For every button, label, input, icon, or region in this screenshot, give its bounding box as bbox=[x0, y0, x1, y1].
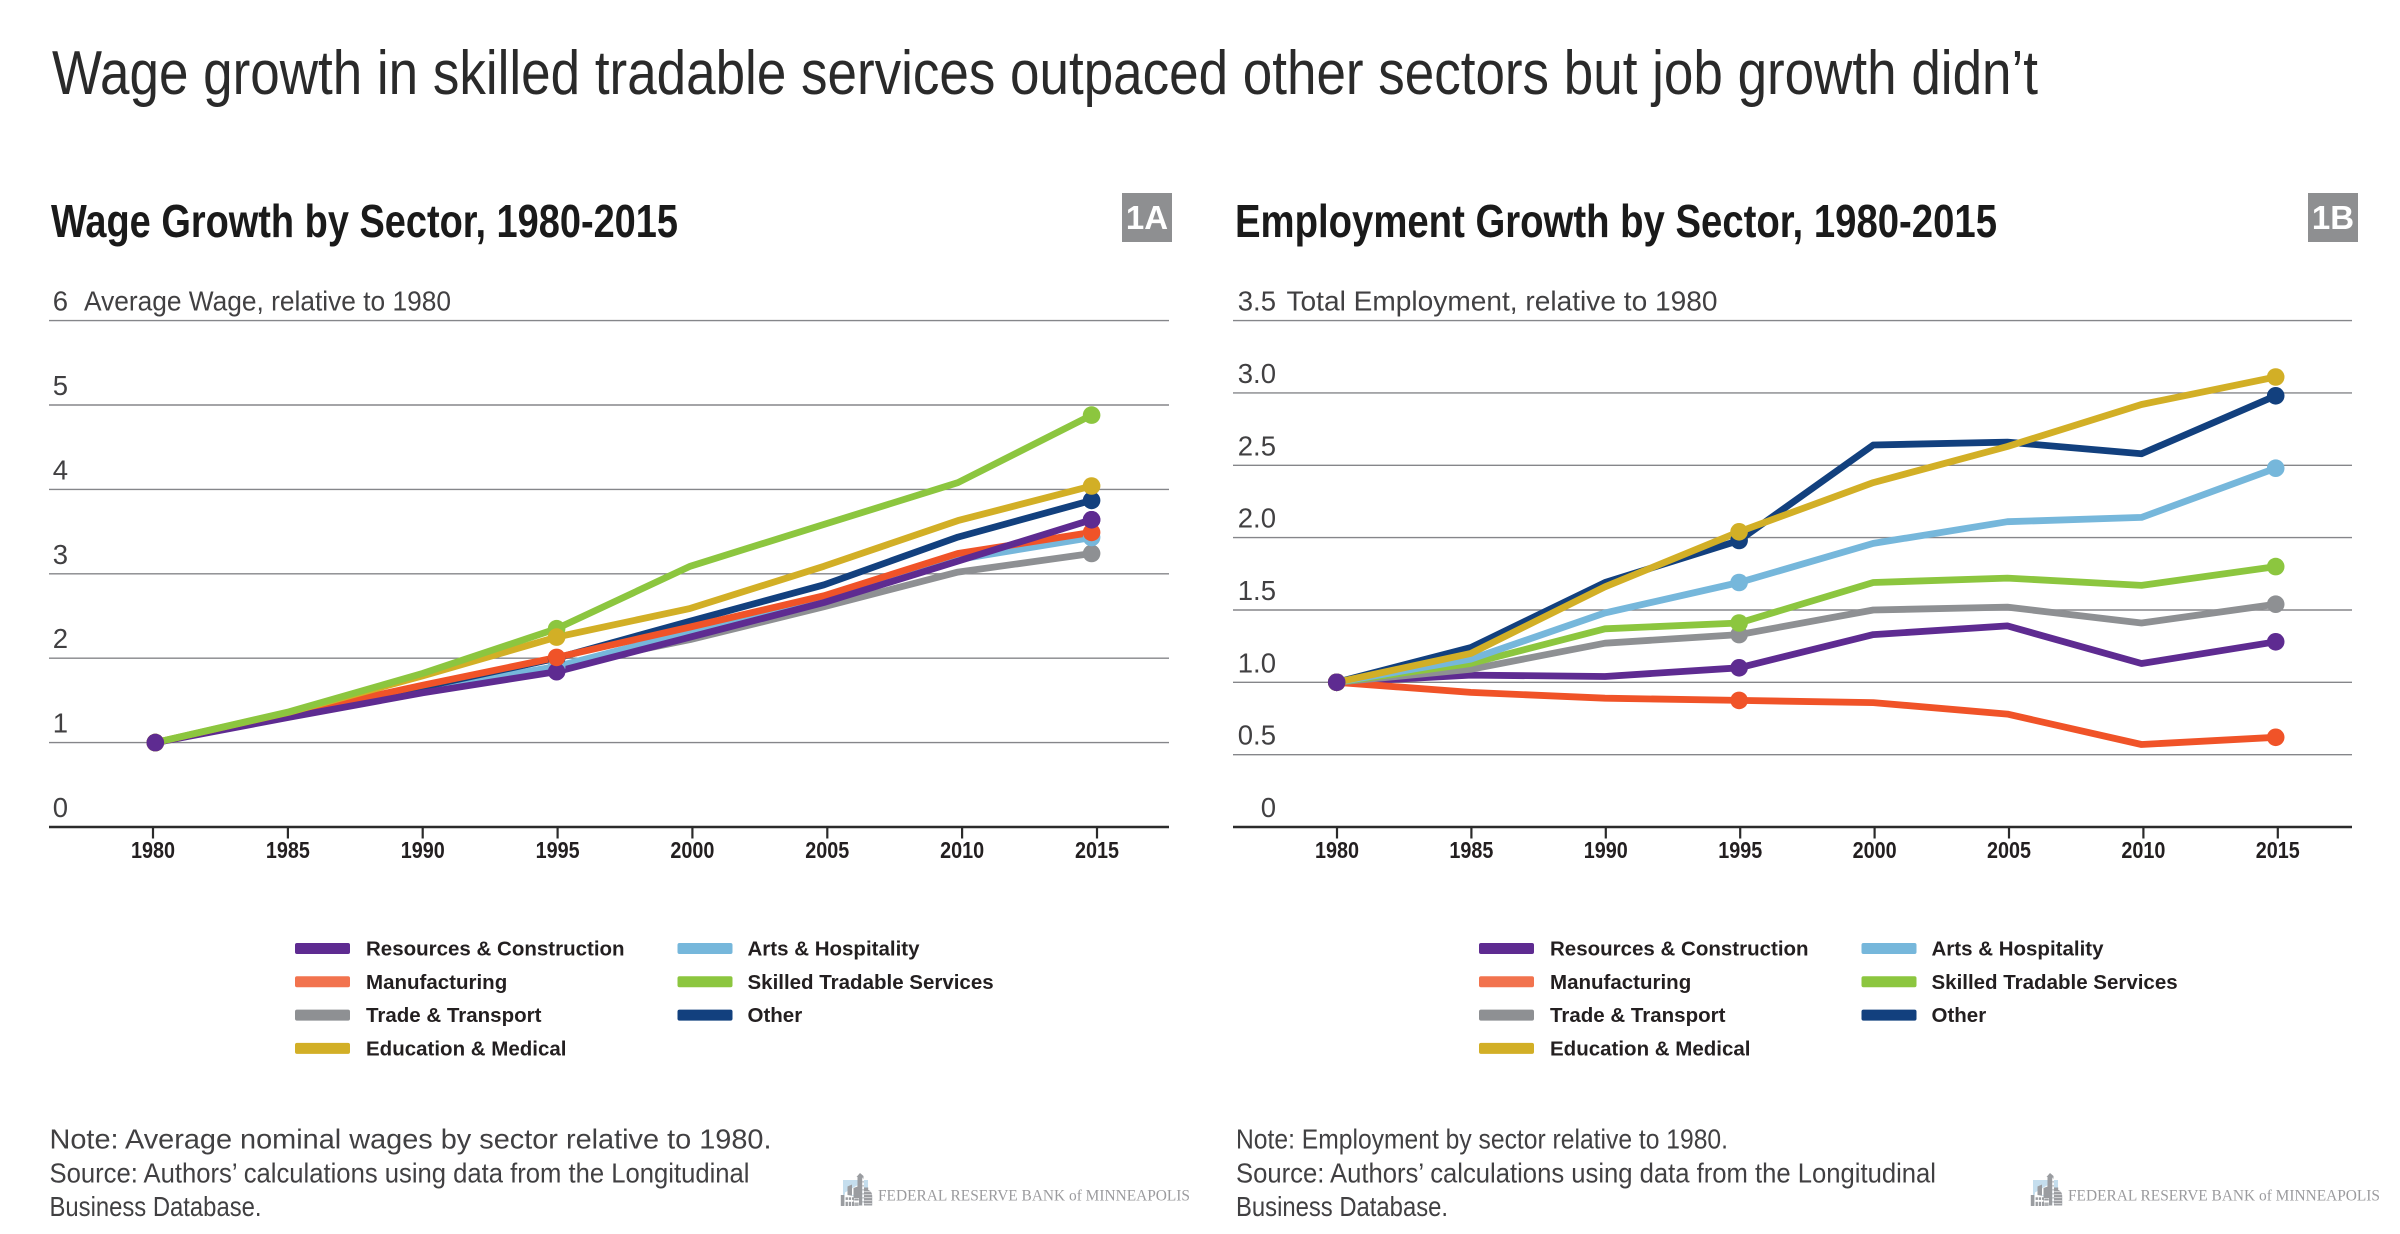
svg-text:6: 6 bbox=[53, 286, 68, 317]
svg-text:2.5: 2.5 bbox=[1238, 430, 1276, 461]
svg-text:Other: Other bbox=[748, 1004, 803, 1027]
svg-text:2010: 2010 bbox=[2121, 837, 2165, 863]
svg-text:1.0: 1.0 bbox=[1238, 647, 1276, 678]
svg-text:5: 5 bbox=[53, 370, 68, 401]
svg-text:2000: 2000 bbox=[670, 837, 714, 863]
svg-text:Resources & Construction: Resources & Construction bbox=[1550, 938, 1809, 961]
svg-text:3: 3 bbox=[53, 539, 68, 570]
svg-text:1995: 1995 bbox=[1718, 837, 1762, 863]
svg-text:1: 1 bbox=[53, 708, 68, 739]
svg-text:Business Database.: Business Database. bbox=[50, 1191, 262, 1222]
svg-text:1985: 1985 bbox=[1449, 837, 1493, 863]
svg-text:Total Employment, relative to: Total Employment, relative to 1980 bbox=[1287, 286, 1718, 317]
svg-text:Arts & Hospitality: Arts & Hospitality bbox=[1932, 938, 2105, 961]
svg-text:1A: 1A bbox=[1126, 199, 1168, 236]
svg-text:Trade & Transport: Trade & Transport bbox=[1550, 1004, 1726, 1027]
svg-text:Resources & Construction: Resources & Construction bbox=[366, 938, 625, 961]
svg-text:2015: 2015 bbox=[2256, 837, 2300, 863]
svg-text:4: 4 bbox=[53, 454, 68, 485]
svg-text:Average Wage, relative to 1980: Average Wage, relative to 1980 bbox=[84, 286, 451, 317]
svg-text:Wage Growth by Sector, 1980-20: Wage Growth by Sector, 1980-2015 bbox=[51, 195, 678, 247]
svg-text:Employment Growth by Sector, 1: Employment Growth by Sector, 1980-2015 bbox=[1235, 195, 1997, 247]
svg-text:1995: 1995 bbox=[536, 837, 580, 863]
svg-text:Wage growth in skilled tradabl: Wage growth in skilled tradable services… bbox=[52, 39, 2038, 108]
svg-text:Manufacturing: Manufacturing bbox=[1550, 971, 1691, 994]
svg-text:Skilled Tradable Services: Skilled Tradable Services bbox=[748, 971, 994, 994]
svg-text:1980: 1980 bbox=[131, 837, 175, 863]
svg-text:Education & Medical: Education & Medical bbox=[366, 1037, 566, 1060]
svg-text:3.0: 3.0 bbox=[1238, 358, 1276, 389]
svg-text:2.0: 2.0 bbox=[1238, 503, 1276, 534]
svg-text:Arts & Hospitality: Arts & Hospitality bbox=[748, 938, 921, 961]
svg-text:2005: 2005 bbox=[1987, 837, 2031, 863]
svg-text:2010: 2010 bbox=[940, 837, 984, 863]
svg-text:1980: 1980 bbox=[1315, 837, 1359, 863]
svg-text:Business Database.: Business Database. bbox=[1236, 1191, 1448, 1222]
svg-text:Note: Average nominal wages by: Note: Average nominal wages by sector re… bbox=[50, 1124, 772, 1155]
svg-text:2: 2 bbox=[53, 623, 68, 654]
svg-text:0: 0 bbox=[53, 792, 68, 823]
svg-text:FEDERAL RESERVE BANK of MINNEA: FEDERAL RESERVE BANK of MINNEAPOLIS bbox=[2068, 1188, 2380, 1205]
svg-text:Manufacturing: Manufacturing bbox=[366, 971, 507, 994]
svg-text:0: 0 bbox=[1261, 792, 1276, 823]
svg-text:FEDERAL RESERVE BANK of MINNEA: FEDERAL RESERVE BANK of MINNEAPOLIS bbox=[878, 1188, 1190, 1205]
svg-text:Trade & Transport: Trade & Transport bbox=[366, 1004, 542, 1027]
svg-text:2015: 2015 bbox=[1075, 837, 1119, 863]
svg-text:2000: 2000 bbox=[1853, 837, 1897, 863]
svg-text:1990: 1990 bbox=[401, 837, 445, 863]
svg-text:Other: Other bbox=[1932, 1004, 1987, 1027]
svg-text:1990: 1990 bbox=[1584, 837, 1628, 863]
svg-text:Education & Medical: Education & Medical bbox=[1550, 1037, 1750, 1060]
svg-text:Skilled Tradable Services: Skilled Tradable Services bbox=[1932, 971, 2178, 994]
svg-text:1985: 1985 bbox=[266, 837, 310, 863]
svg-text:2005: 2005 bbox=[805, 837, 849, 863]
svg-text:Source: Authors’ calculations: Source: Authors’ calculations using data… bbox=[1236, 1158, 1936, 1189]
svg-text:Source: Authors’ calculations: Source: Authors’ calculations using data… bbox=[50, 1158, 750, 1189]
svg-text:3.5: 3.5 bbox=[1238, 286, 1276, 317]
svg-text:1.5: 1.5 bbox=[1238, 575, 1276, 606]
svg-text:Note: Employment by sector rel: Note: Employment by sector relative to 1… bbox=[1236, 1124, 1728, 1155]
svg-text:0.5: 0.5 bbox=[1238, 720, 1276, 751]
svg-text:1B: 1B bbox=[2312, 199, 2354, 236]
